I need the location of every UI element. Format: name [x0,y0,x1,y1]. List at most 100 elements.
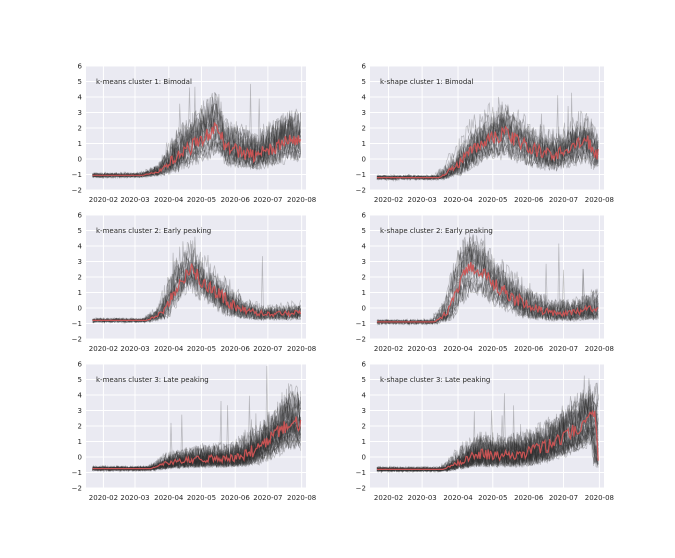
y-tick-label: −1 [356,171,366,179]
cluster-member-line [92,92,301,179]
cluster-member-line [376,375,599,472]
y-tick-label: 4 [362,392,367,400]
cluster-member-line [376,234,599,326]
y-tick-label: 5 [362,376,366,384]
cluster-member-line [376,104,599,182]
cluster-member-line [376,378,599,474]
cluster-member-line [376,411,599,472]
cluster-member-line [376,388,599,473]
x-tick-label: 2020-05 [478,196,507,204]
cluster-member-line [376,384,599,474]
cluster-member-line [92,251,301,324]
x-tick-label: 2020-07 [549,345,578,353]
x-tick-label: 2020-06 [221,345,251,353]
y-tick-label: 2 [78,274,82,282]
x-tick-label: 2020-06 [221,494,251,502]
cluster-mean-line [92,263,302,321]
y-tick-label: 0 [362,454,366,462]
y-tick-label: 5 [78,227,82,235]
y-tick-label: 1 [362,438,366,446]
cluster-member-line [376,110,599,182]
cluster-member-line [92,390,301,472]
x-tick-label: 2020-04 [154,345,184,353]
y-tick-label: 3 [362,109,366,117]
y-tick-label: 2 [78,423,82,431]
y-tick-label: 1 [78,140,82,148]
subplot-title: k-means cluster 1: Bimodal [96,78,192,86]
cluster-member-line [376,117,599,181]
x-tick-label: 2020-07 [253,494,282,502]
cluster-member-line [376,115,599,182]
subplot-title: k-means cluster 3: Late peaking [96,376,209,384]
cluster-member-line [376,120,599,181]
y-tick-label: 2 [78,125,82,133]
subplot-5: −2 −1 0 1 2 3 4 5 6 2020-02 2020-03 2020-04 2020-05 2… [72,361,317,503]
x-tick-label: 2020-05 [187,345,216,353]
y-tick-label: 5 [78,78,82,86]
y-tick-label: 5 [362,227,366,235]
x-tick-label: 2020-04 [443,494,473,502]
y-tick-label: −2 [356,485,366,493]
cluster-mean-line [92,416,302,470]
cluster-member-line [92,111,301,180]
y-tick-label: 3 [78,109,82,117]
x-tick-label: 2020-06 [514,345,544,353]
cluster-member-line [92,421,301,472]
y-tick-label: 6 [362,361,367,369]
cluster-member-line [376,138,599,180]
subplot-3: −2 −1 0 1 2 3 4 5 6 2020-02 2020-03 2020-04 2020-05 2… [72,212,317,354]
cluster-member-line [92,411,301,472]
cluster-member-line [92,123,301,178]
y-tick-label: 1 [78,289,82,297]
cluster-member-line [92,83,301,179]
cluster-member-line [92,86,301,178]
y-tick-label: −2 [72,187,82,195]
y-tick-label: 4 [78,94,83,102]
x-tick-label: 2020-08 [287,345,316,353]
y-tick-label: −2 [356,336,366,344]
y-tick-label: 3 [78,407,82,415]
y-tick-label: 1 [78,438,82,446]
y-tick-label: −1 [356,320,366,328]
x-tick-label: 2020-03 [408,494,437,502]
y-tick-label: 1 [362,140,366,148]
x-tick-label: 2020-03 [408,196,437,204]
x-tick-label: 2020-02 [89,494,118,502]
subplot-4: −2 −1 0 1 2 3 4 5 6 2020-02 2020-03 2020-04 2020-05 2… [356,212,614,354]
x-tick-label: 2020-04 [443,345,473,353]
cluster-member-line [92,413,301,472]
y-tick-label: 6 [362,212,367,220]
x-tick-label: 2020-03 [120,196,149,204]
y-tick-label: 3 [362,258,366,266]
y-tick-label: −2 [72,336,82,344]
y-tick-label: 6 [78,361,83,369]
cluster-member-line [92,409,301,472]
y-tick-label: −1 [72,469,82,477]
cluster-member-line [376,405,599,473]
cluster-member-line [92,398,301,473]
cluster-mean-line [377,262,599,323]
cluster-member-line [376,244,599,326]
y-tick-label: −1 [356,469,366,477]
subplot-6: −2 −1 0 1 2 3 4 5 6 2020-02 2020-03 2020-04 2020-05 2… [356,361,614,503]
x-tick-label: 2020-03 [120,345,149,353]
cluster-member-line [92,87,301,179]
y-tick-label: 0 [78,156,82,164]
x-tick-label: 2020-07 [253,345,282,353]
cluster-member-line [92,426,301,472]
y-tick-label: 4 [362,94,367,102]
cluster-member-line [376,245,599,326]
x-tick-label: 2020-04 [154,196,184,204]
cluster-member-line [376,103,599,181]
cluster-member-line [376,392,599,474]
x-tick-label: 2020-06 [221,196,251,204]
cluster-member-line [376,243,599,326]
y-tick-label: 2 [362,423,366,431]
cluster-member-line [92,113,301,179]
cluster-member-line [92,131,301,178]
subplot-title: k-shape cluster 1: Bimodal [380,78,474,86]
cluster-member-line [376,101,599,180]
x-tick-label: 2020-08 [585,345,614,353]
x-tick-label: 2020-07 [549,196,578,204]
